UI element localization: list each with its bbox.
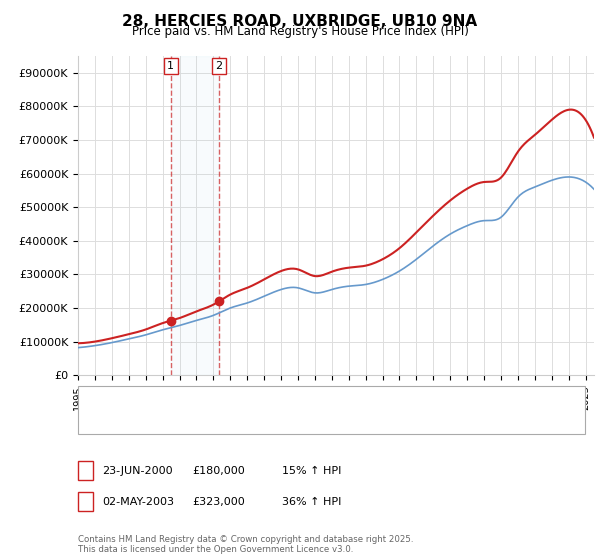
Text: 02-MAY-2003: 02-MAY-2003 — [102, 497, 174, 507]
Text: £323,000: £323,000 — [192, 497, 245, 507]
Text: 1: 1 — [167, 61, 174, 71]
Text: HPI: Average price, semi-detached house, Hillingdon: HPI: Average price, semi-detached house,… — [114, 416, 388, 426]
Text: £180,000: £180,000 — [192, 466, 245, 476]
Text: 2: 2 — [215, 61, 223, 71]
Bar — [171, 56, 219, 375]
Text: 1: 1 — [82, 466, 89, 476]
Text: Price paid vs. HM Land Registry's House Price Index (HPI): Price paid vs. HM Land Registry's House … — [131, 25, 469, 38]
Text: 23-JUN-2000: 23-JUN-2000 — [102, 466, 173, 476]
Text: 28, HERCIES ROAD, UXBRIDGE, UB10 9NA (semi-detached house): 28, HERCIES ROAD, UXBRIDGE, UB10 9NA (se… — [114, 395, 456, 405]
Text: 15% ↑ HPI: 15% ↑ HPI — [282, 466, 341, 476]
Text: 2: 2 — [82, 497, 89, 507]
Text: Contains HM Land Registry data © Crown copyright and database right 2025.
This d: Contains HM Land Registry data © Crown c… — [78, 535, 413, 554]
Text: 28, HERCIES ROAD, UXBRIDGE, UB10 9NA: 28, HERCIES ROAD, UXBRIDGE, UB10 9NA — [122, 14, 478, 29]
Text: 36% ↑ HPI: 36% ↑ HPI — [282, 497, 341, 507]
